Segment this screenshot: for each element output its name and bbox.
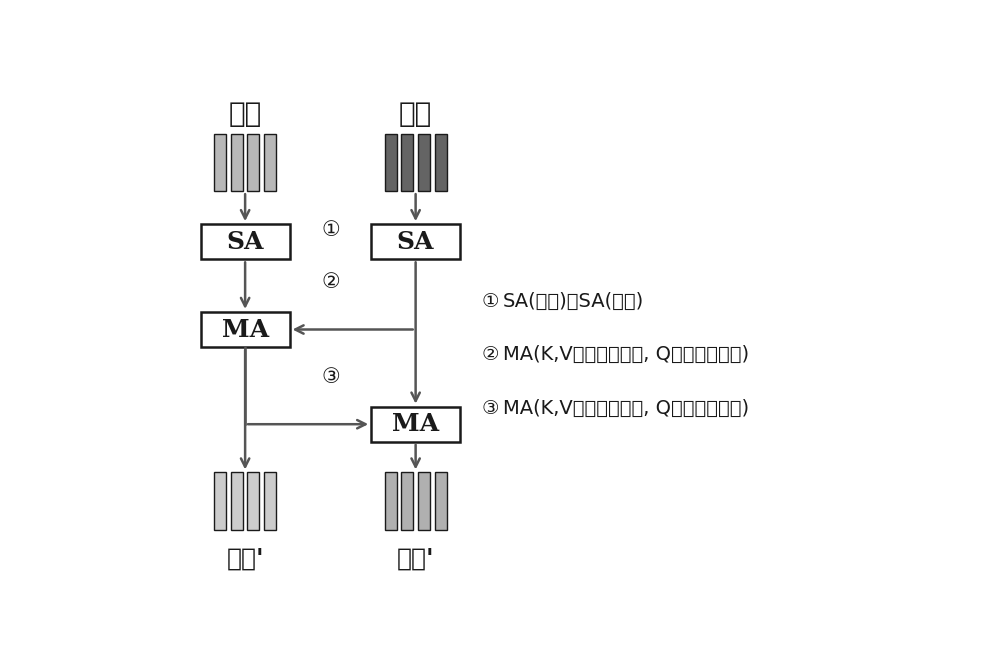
Bar: [214, 472, 226, 530]
Text: ②: ②: [321, 272, 340, 292]
Text: ①: ①: [321, 220, 340, 240]
Bar: [214, 133, 226, 191]
Bar: [231, 472, 243, 530]
Bar: [385, 472, 397, 530]
Text: MA(K,V向量来自图像, Q向量来自文本): MA(K,V向量来自图像, Q向量来自文本): [503, 345, 749, 364]
Text: 图像': 图像': [397, 547, 434, 571]
Text: SA(文本)和SA(图像): SA(文本)和SA(图像): [503, 292, 644, 311]
Bar: [385, 133, 397, 191]
Text: SA: SA: [397, 230, 434, 254]
Text: MA: MA: [222, 317, 269, 341]
Text: ①: ①: [482, 292, 505, 311]
Bar: [418, 472, 430, 530]
Text: 文本': 文本': [226, 547, 264, 571]
Text: 文本: 文本: [228, 100, 262, 128]
Text: 图像: 图像: [399, 100, 432, 128]
Bar: [247, 472, 259, 530]
Bar: [231, 133, 243, 191]
Text: ③: ③: [482, 400, 505, 419]
Bar: [435, 472, 447, 530]
Bar: [201, 224, 290, 260]
Bar: [264, 133, 276, 191]
Text: MA(K,V向量来自文本, Q向量来自图像): MA(K,V向量来自文本, Q向量来自图像): [503, 400, 749, 419]
Bar: [435, 133, 447, 191]
Bar: [418, 133, 430, 191]
Bar: [401, 133, 413, 191]
Text: ②: ②: [482, 345, 505, 364]
Bar: [371, 224, 460, 260]
Bar: [201, 312, 290, 347]
Bar: [371, 407, 460, 442]
Text: SA: SA: [226, 230, 264, 254]
Bar: [247, 133, 259, 191]
Text: ③: ③: [321, 367, 340, 387]
Bar: [264, 472, 276, 530]
Bar: [401, 472, 413, 530]
Text: MA: MA: [392, 412, 439, 436]
